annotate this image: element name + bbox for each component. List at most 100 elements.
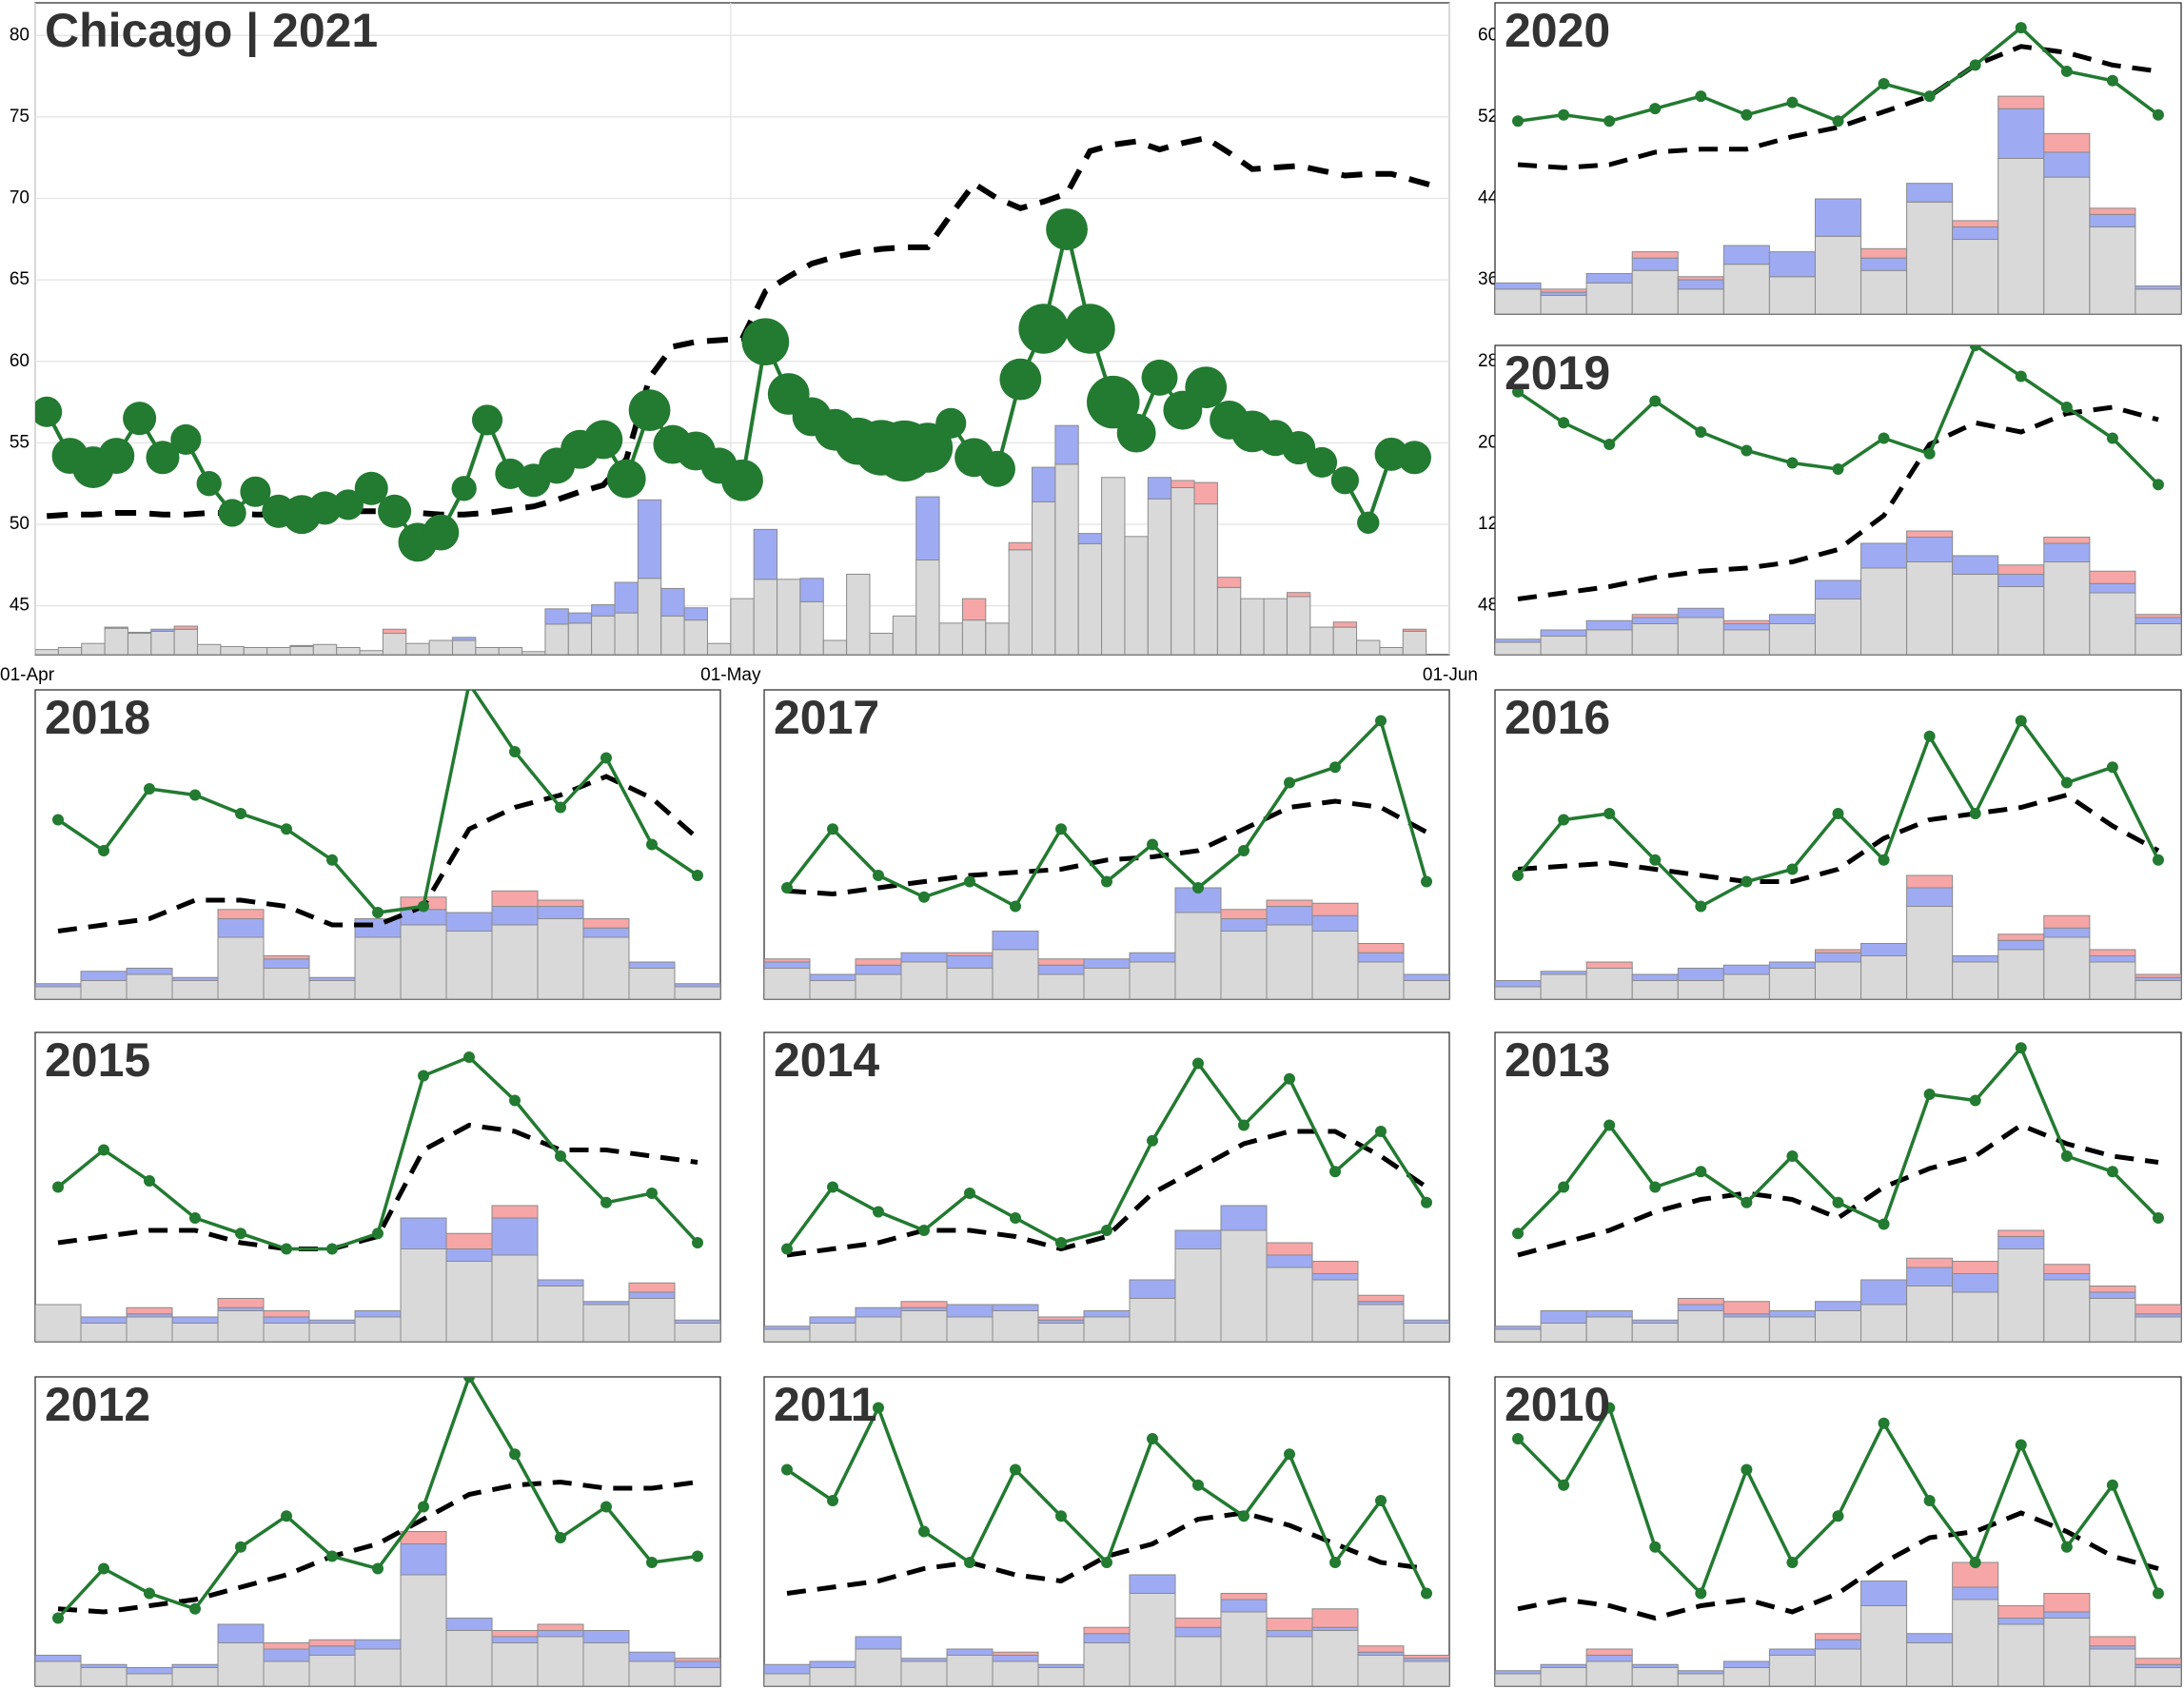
bar-blue [263, 1316, 310, 1324]
point [2106, 74, 2118, 87]
bar [1263, 598, 1288, 655]
panel-title: 2019 [1505, 346, 1610, 400]
bar-blue [171, 1316, 219, 1324]
bar [764, 968, 811, 999]
bar-red [1722, 619, 1770, 624]
point [326, 854, 338, 866]
bar-blue [1997, 1618, 2045, 1625]
bar [1768, 623, 1816, 655]
panel-title: Chicago | 2021 [45, 4, 378, 58]
bar [706, 642, 732, 655]
point [1604, 1119, 1616, 1131]
bar [799, 600, 824, 655]
bar [2135, 288, 2181, 314]
bar-red [1037, 1316, 1085, 1321]
bar [1193, 503, 1218, 655]
point [1695, 1587, 1707, 1600]
bar [491, 1254, 539, 1342]
bar-blue [126, 968, 173, 975]
point [372, 907, 384, 918]
marks [1495, 22, 2181, 314]
point [144, 783, 155, 795]
bar-red [1174, 1618, 1222, 1628]
marks [1495, 345, 2181, 655]
point [98, 845, 109, 856]
point [1329, 761, 1341, 774]
bar-blue [1174, 1626, 1222, 1638]
bar-red [1083, 1626, 1131, 1635]
bar [491, 1642, 539, 1686]
point [189, 789, 201, 801]
bar-red [855, 958, 902, 966]
bar-blue [1952, 226, 1999, 241]
bar [1124, 536, 1149, 655]
point [1604, 1402, 1616, 1414]
point [2106, 761, 2118, 774]
point [1101, 875, 1112, 888]
point [1786, 96, 1799, 108]
average-line [786, 798, 1428, 897]
average-line [57, 774, 699, 933]
point [1512, 1227, 1525, 1240]
bar [582, 1304, 630, 1342]
bar-blue [217, 918, 265, 938]
bar [336, 647, 361, 655]
point [918, 1225, 930, 1236]
bar-blue [582, 1630, 630, 1643]
bar [764, 1673, 811, 1686]
point [873, 870, 884, 881]
y-tick-label: 45 [10, 596, 30, 616]
point [1878, 432, 1890, 444]
bar-blue [400, 1217, 447, 1249]
bar [1032, 501, 1056, 655]
point [964, 1557, 975, 1568]
bar [809, 1667, 856, 1686]
bar-blue [445, 912, 493, 932]
point [1923, 1495, 1936, 1506]
point [1604, 439, 1616, 450]
bar [1495, 1673, 1542, 1686]
bar [1083, 968, 1131, 999]
point [964, 875, 975, 888]
bar [1814, 1648, 1862, 1686]
point [1649, 854, 1662, 866]
bar-blue [1585, 272, 1633, 284]
point [964, 1188, 975, 1199]
point [1055, 1237, 1067, 1248]
bar [674, 1667, 720, 1686]
bar-blue [2135, 285, 2181, 290]
bar [1216, 586, 1242, 655]
average-line [1517, 44, 2159, 170]
bar-blue [1952, 1586, 1999, 1601]
bar [1860, 269, 1908, 314]
bar [764, 1328, 811, 1342]
bar-blue [900, 1658, 948, 1662]
x-tick-label: 01-Jun [1423, 665, 1478, 685]
bar [1722, 1667, 1770, 1686]
point [98, 1144, 109, 1156]
plot-area [34, 2, 1450, 656]
bar-red [445, 1232, 493, 1249]
point [1878, 78, 1890, 90]
bar [1402, 630, 1427, 655]
bar-red [1860, 247, 1908, 259]
bar [80, 1323, 128, 1342]
y-tick-label: 75 [10, 107, 30, 127]
bar-blue [1129, 1574, 1176, 1594]
bar [197, 643, 222, 655]
bar [1403, 1660, 1449, 1686]
bubble [978, 450, 1015, 487]
bar [1722, 1316, 1770, 1342]
panel-title: 2011 [774, 1378, 876, 1431]
bar [382, 633, 407, 655]
bar [1083, 1316, 1131, 1342]
bar-blue [915, 496, 940, 560]
bar-red [1997, 1229, 2045, 1237]
bar-blue [1860, 1581, 1908, 1606]
bubble [123, 402, 157, 436]
bar [1403, 980, 1449, 999]
bar-red [1311, 902, 1359, 916]
point [827, 1181, 838, 1193]
y-tick-label: 50 [10, 514, 30, 534]
bar-red [2043, 132, 2091, 153]
